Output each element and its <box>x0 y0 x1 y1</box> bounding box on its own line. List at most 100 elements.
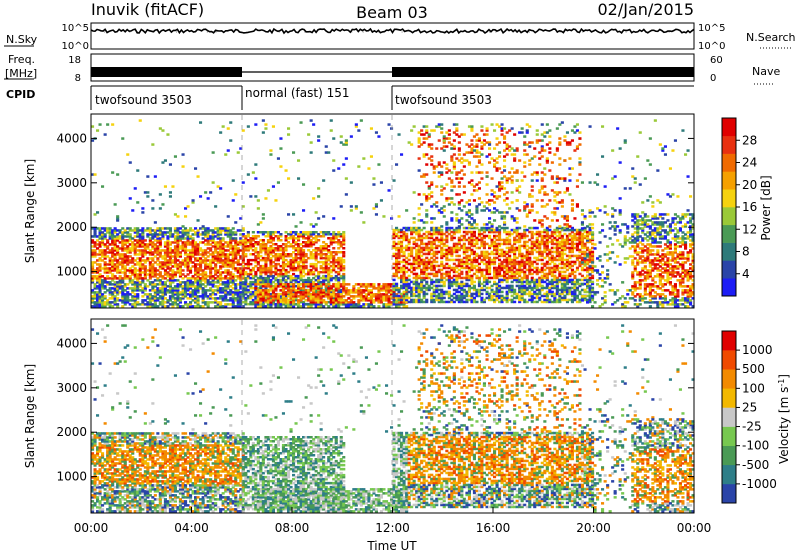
heatmap-cell <box>488 235 491 238</box>
nave-right-tick-top: 60 <box>710 55 723 66</box>
heatmap-cell <box>327 305 330 308</box>
heatmap-cell <box>252 231 255 234</box>
freq-left-tick-bottom: 8 <box>75 73 81 84</box>
heatmap-cell <box>526 235 529 238</box>
heatmap-cell <box>460 271 463 274</box>
heatmap-cell <box>342 247 345 250</box>
heatmap-cell <box>405 305 408 308</box>
cpid-label: CPID <box>6 88 35 101</box>
freq-left-tick-top: 18 <box>68 55 81 66</box>
cpid-segment-2: twofsound 3503 <box>395 93 492 107</box>
heatmap-cell <box>305 253 308 256</box>
heatmap-cell <box>317 239 320 242</box>
heatmap-cell <box>136 293 139 296</box>
nsky-right-tick-bottom: 10^0 <box>698 41 725 52</box>
nave-right-tick-bottom: 0 <box>710 73 716 84</box>
heatmap-cell <box>342 259 345 262</box>
heatmap-cell <box>511 285 514 288</box>
heatmap-cell <box>234 237 237 240</box>
heatmap-cell <box>435 257 438 260</box>
heatmap-cell <box>279 233 282 236</box>
heatmap-cell <box>277 295 280 298</box>
heatmap-cell <box>536 227 539 230</box>
heatmap-cell <box>393 279 396 282</box>
nsky-left-tick-bottom: 10^0 <box>62 41 89 52</box>
heatmap-cell <box>513 289 516 292</box>
cpid-segment-1: normal (fast) 151 <box>245 86 349 100</box>
heatmap-cell <box>169 227 172 230</box>
heatmap-cell <box>325 301 328 304</box>
heatmap-cell <box>302 249 305 252</box>
heatmap-cell <box>508 239 511 242</box>
heatmap-cell <box>440 229 443 232</box>
heatmap-cell <box>254 247 257 250</box>
nave-label: Nave <box>752 65 780 78</box>
heatmap-cell <box>405 233 408 236</box>
heatmap-cell <box>222 237 225 240</box>
heatmap-cell <box>528 257 531 260</box>
heatmap-cell <box>342 273 345 276</box>
heatmap-cell <box>513 301 516 304</box>
heatmap-cell <box>395 283 398 286</box>
heatmap-cell <box>372 283 375 286</box>
heatmap-cell <box>104 295 107 298</box>
heatmap-cell <box>257 283 260 286</box>
heatmap-cell <box>116 303 119 306</box>
heatmap-cell <box>443 297 446 300</box>
heatmap-cell <box>473 281 476 284</box>
date-title: 02/Jan/2015 <box>597 0 694 19</box>
heatmap-cell <box>408 275 411 278</box>
heatmap-cell <box>129 233 132 236</box>
heatmap-cell <box>279 239 282 242</box>
heatmap-cell <box>232 227 235 230</box>
heatmap-cell <box>453 237 456 240</box>
cpid-segment-0: twofsound 3503 <box>95 93 192 107</box>
freq-label-2: [MHz] <box>5 67 37 80</box>
nsky-panel: N.Sky 10^5 10^0 10^5 10^0 N.Search <box>4 23 796 52</box>
radar-title: Inuvik (fitACF) <box>91 0 204 19</box>
heatmap-cell <box>536 263 539 266</box>
heatmap-cell <box>501 291 504 294</box>
heatmap-cell <box>322 289 325 292</box>
heatmap-cell <box>473 231 476 234</box>
heatmap-cell <box>244 253 247 256</box>
heatmap-cell <box>257 235 260 238</box>
heatmap-cell <box>342 231 345 234</box>
heatmap-cell <box>518 227 521 230</box>
nsky-label: N.Sky <box>6 33 38 46</box>
heatmap-cell <box>377 305 380 308</box>
heatmap-cell <box>508 255 511 258</box>
heatmap-cell <box>423 227 426 230</box>
freq-label-1: Freq. <box>8 53 35 66</box>
heatmap-cell <box>182 269 185 272</box>
power-heatmap-cells <box>91 119 695 307</box>
heatmap-cell <box>305 265 308 268</box>
heatmap-cell <box>506 227 509 230</box>
freq-panel: Freq. [MHz] 18 8 60 0 Nave <box>4 53 780 84</box>
heatmap-cell <box>144 239 147 242</box>
freq-band-twofsound-2 <box>392 67 694 77</box>
heatmap-cell <box>247 231 250 234</box>
heatmap-cell <box>425 281 428 284</box>
heatmap-cell <box>448 291 451 294</box>
heatmap-cell <box>192 237 195 240</box>
heatmap-cell <box>204 271 207 274</box>
heatmap-cell <box>425 299 428 302</box>
heatmap-cell <box>262 239 265 242</box>
heatmap-cell <box>347 283 350 286</box>
heatmap-cell <box>332 247 335 250</box>
heatmap-cell <box>425 293 428 296</box>
heatmap-cell <box>159 271 162 274</box>
nsearch-label: N.Search <box>746 31 796 44</box>
nsky-trace <box>91 29 694 33</box>
heatmap-cell <box>144 265 147 268</box>
heatmap-cell <box>480 293 483 296</box>
nsky-left-tick-top: 10^5 <box>62 23 89 34</box>
heatmap-cell <box>435 261 438 264</box>
cpid-bar: CPID twofsound 3503 normal (fast) 151 tw… <box>6 86 694 110</box>
heatmap-cell <box>372 305 375 308</box>
heatmap-cell <box>342 251 345 254</box>
heatmap-cell <box>440 261 443 264</box>
